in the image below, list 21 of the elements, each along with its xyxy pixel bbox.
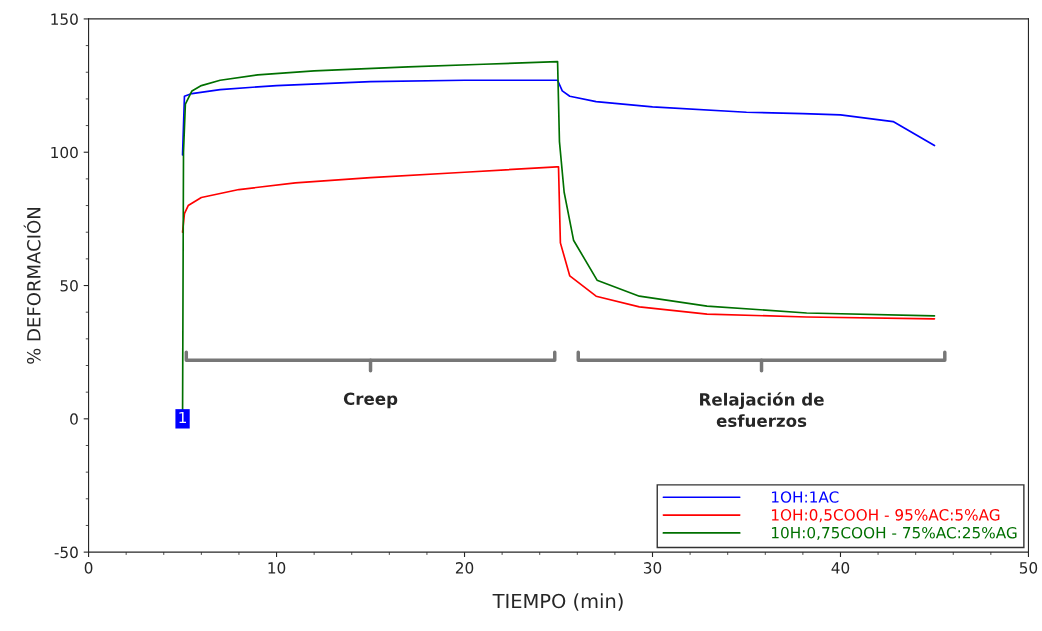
x-tick-label: 30 [643, 562, 662, 574]
y-tick-label: 150 [51, 13, 78, 25]
legend-label: 10H:0,75COOH - 75%AC:25%AG [771, 526, 1017, 541]
x-tick-label: 0 [84, 562, 93, 574]
annotation: 1 [179, 411, 187, 424]
annotation: Relajación de esfuerzos [700, 392, 824, 428]
y-axis-title: % DEFORMACIÓN [23, 208, 41, 364]
legend-label: 1OH:1AC [771, 491, 839, 503]
y-tick-label: -50 [54, 546, 78, 559]
x-tick-label: 50 [1019, 562, 1038, 574]
x-axis-title: TIEMPO (min) [492, 593, 623, 611]
y-tick-label: 100 [51, 146, 78, 159]
x-tick-label: 10 [268, 562, 286, 574]
x-tick-label: 20 [455, 562, 474, 574]
line-series [181, 79, 936, 156]
y-tick-label: 50 [60, 279, 78, 292]
annotation: Creep [343, 392, 398, 409]
x-tick-label: 40 [831, 562, 850, 574]
y-tick-label: 0 [70, 413, 78, 425]
legend-label: 1OH:0,5COOH - 95%AC:5%AG [771, 509, 1000, 523]
line-series [181, 166, 936, 320]
